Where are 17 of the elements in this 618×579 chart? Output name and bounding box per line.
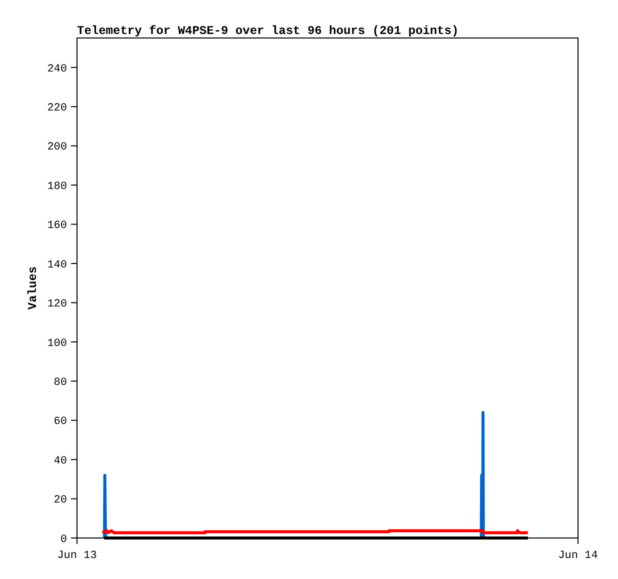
chart-title: Telemetry for W4PSE-9 over last 96 hours (201 points)	[77, 24, 459, 38]
y-axis-title: Values	[26, 266, 40, 310]
y-tick-label: 80	[54, 376, 67, 389]
y-tick-label: 40	[54, 455, 67, 468]
y-tick-label: 160	[47, 220, 67, 232]
y-tick-label: 200	[47, 142, 67, 154]
y-tick-label: 0	[60, 534, 67, 546]
y-tick-label: 100	[47, 338, 67, 350]
y-tick-label: 20	[54, 494, 67, 507]
y-tick-label: 120	[47, 298, 67, 311]
y-tick-label: 180	[47, 180, 67, 193]
y-tick-label: 60	[54, 416, 67, 428]
x-tick-label: Jun 14	[558, 550, 598, 562]
y-tick-label: 240	[47, 63, 67, 76]
y-tick-label: 140	[47, 259, 67, 272]
x-tick-label: Jun 13	[57, 550, 97, 562]
y-tick-label: 220	[47, 102, 67, 114]
